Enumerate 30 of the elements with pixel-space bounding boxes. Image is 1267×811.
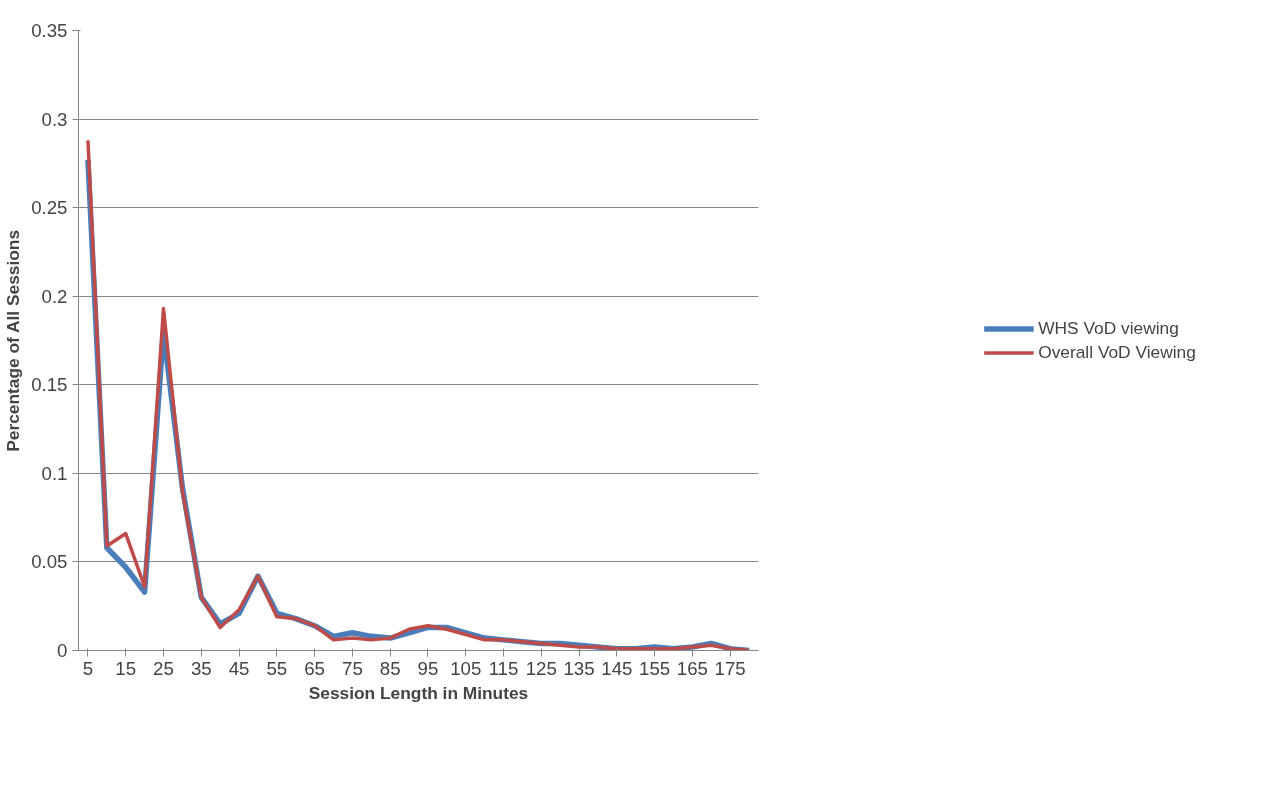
x-tick-label: 75 <box>342 657 363 679</box>
y-tick-label: 0 <box>57 640 68 661</box>
y-tick-label: 0.2 <box>41 285 68 307</box>
x-tick-label: 155 <box>639 657 671 679</box>
x-tick-label: 135 <box>563 657 595 679</box>
y-tick-label: 0.1 <box>41 462 68 484</box>
x-tick-label: 95 <box>417 657 439 679</box>
legend-label: WHS VoD viewing <box>1038 317 1179 339</box>
y-tick-label: 0.25 <box>31 197 68 219</box>
x-tick-label: 175 <box>714 657 746 679</box>
y-tick-label: 0.35 <box>31 20 68 41</box>
y-tick-label: 0.05 <box>31 551 68 573</box>
x-tick-label: 85 <box>379 657 401 679</box>
x-tick-label: 15 <box>115 657 137 679</box>
x-tick-label: 45 <box>228 657 250 679</box>
legend-label: Overall VoD Viewing <box>1038 341 1196 363</box>
x-tick-label: 55 <box>266 657 288 679</box>
y-axis-title: Percentage of All Sessions <box>3 229 24 452</box>
y-tick-label: 0.15 <box>31 374 68 396</box>
x-axis-title: Session Length in Minutes <box>308 682 529 703</box>
x-tick-label: 65 <box>304 657 325 679</box>
x-tick-label: 25 <box>153 657 174 679</box>
x-tick-label: 145 <box>601 657 633 679</box>
x-tick-label: 35 <box>190 657 212 679</box>
y-tick-label: 0.3 <box>41 108 68 130</box>
x-tick-label: 115 <box>488 657 519 679</box>
x-tick-label: 125 <box>525 657 557 679</box>
x-tick-label: 5 <box>82 657 94 679</box>
x-tick-label: 165 <box>676 657 708 679</box>
x-tick-label: 105 <box>450 657 482 679</box>
